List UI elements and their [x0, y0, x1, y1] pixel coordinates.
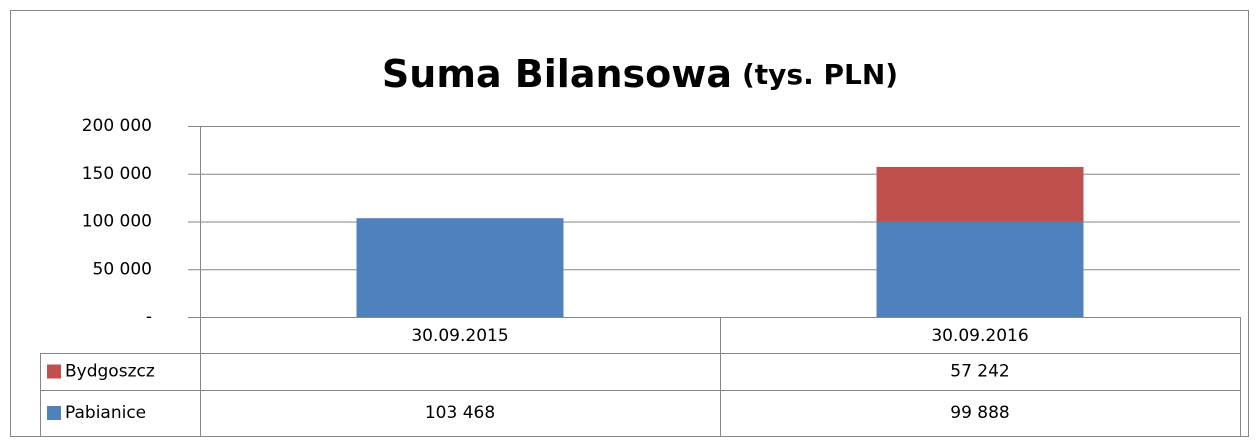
data-table-value: 99 888 — [950, 403, 1009, 423]
bar-segment — [876, 166, 1084, 222]
bar-segment — [876, 221, 1084, 317]
legend-swatch — [47, 406, 61, 420]
x-tick-label: 30.09.2015 — [411, 326, 508, 346]
legend-swatch — [47, 364, 61, 379]
data-table-value: 103 468 — [425, 403, 495, 423]
legend-label: Pabianice — [65, 403, 146, 423]
y-tick-label: 150 000 — [82, 164, 152, 184]
chart-title-group: Suma Bilansowa (tys. PLN) — [382, 52, 898, 96]
y-tick-label: 50 000 — [93, 259, 152, 279]
chart-title-unit: (tys. PLN) — [742, 58, 898, 91]
y-tick-label: 100 000 — [82, 212, 152, 232]
legend-label: Bydgoszcz — [65, 362, 155, 382]
x-tick-label: 30.09.2016 — [931, 326, 1028, 346]
y-tick-label: - — [146, 307, 152, 327]
chart-title: Suma Bilansowa — [382, 52, 732, 96]
bar-segment — [356, 218, 564, 317]
data-table-value: 57 242 — [950, 362, 1009, 382]
y-tick-label: 200 000 — [82, 116, 152, 136]
